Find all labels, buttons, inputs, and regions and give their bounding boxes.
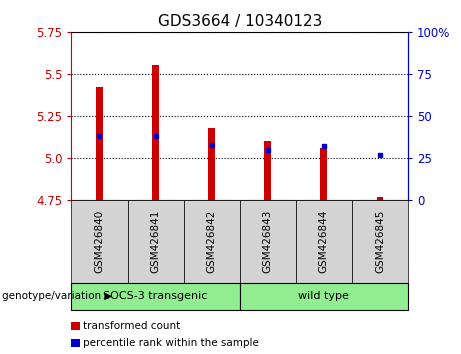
Text: percentile rank within the sample: percentile rank within the sample [83, 338, 260, 348]
Bar [96, 87, 103, 200]
Bar [320, 148, 327, 200]
Bar [208, 128, 215, 200]
Bar [265, 141, 271, 200]
Text: wild type: wild type [298, 291, 349, 302]
Text: genotype/variation ▶: genotype/variation ▶ [2, 291, 112, 302]
Text: SOCS-3 transgenic: SOCS-3 transgenic [103, 291, 208, 302]
Text: GSM426840: GSM426840 [95, 210, 105, 273]
Bar [152, 65, 159, 200]
Text: transformed count: transformed count [83, 321, 181, 331]
Text: GSM426844: GSM426844 [319, 210, 329, 273]
Bar [377, 197, 383, 200]
Text: GSM426843: GSM426843 [263, 210, 273, 273]
Title: GDS3664 / 10340123: GDS3664 / 10340123 [158, 14, 322, 29]
Text: GSM426842: GSM426842 [207, 210, 217, 273]
Text: GSM426845: GSM426845 [375, 210, 385, 273]
Text: GSM426841: GSM426841 [151, 210, 160, 273]
